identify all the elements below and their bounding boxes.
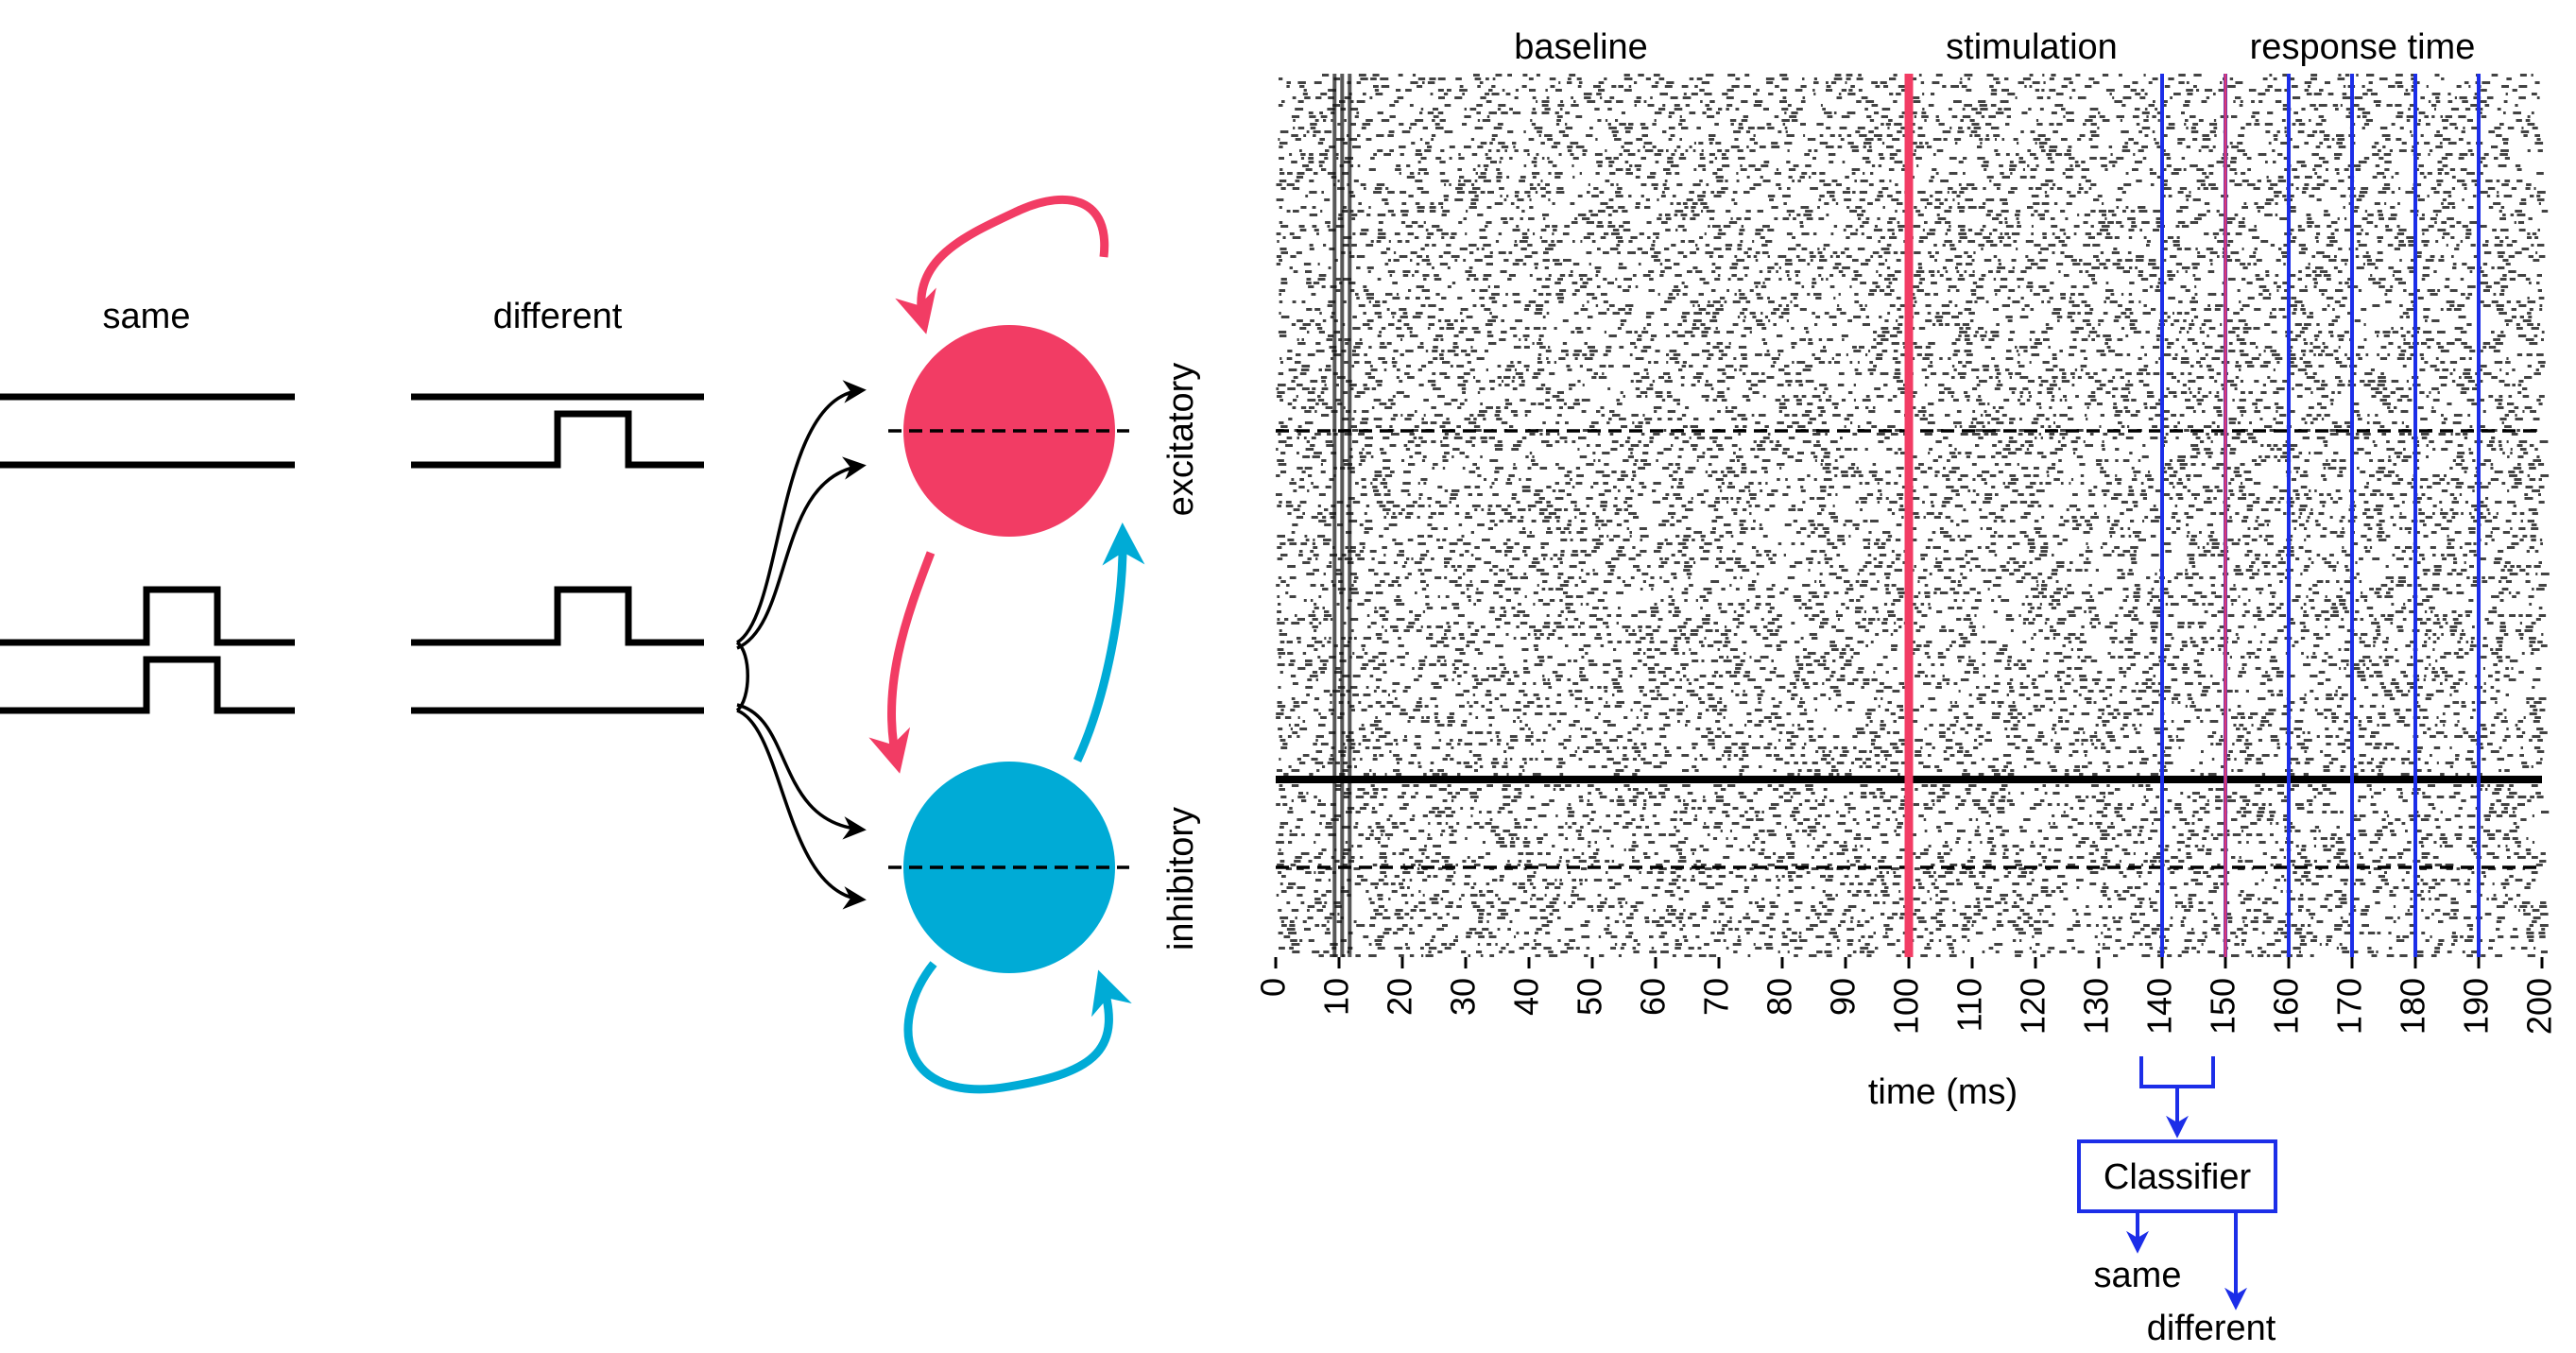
classifier-label: Classifier xyxy=(2104,1157,2252,1197)
x-tick-label: 170 xyxy=(2330,978,2369,1035)
x-tick-label: 190 xyxy=(2457,978,2496,1035)
classifier-readout xyxy=(2077,1056,2476,1310)
same-label: same xyxy=(103,297,191,336)
x-tick-label: 110 xyxy=(1950,978,1989,1032)
x-tick-label: 80 xyxy=(1760,978,1799,1016)
input-patterns: same different xyxy=(0,297,704,714)
excitatory-label: excitatory xyxy=(1161,363,1201,517)
excitatory-to-inhibitory-arrow xyxy=(868,551,936,774)
x-tick-label: 30 xyxy=(1444,978,1483,1016)
x-tick-label: 200 xyxy=(2520,978,2559,1035)
input-arrows xyxy=(735,380,867,910)
excitatory-recurrent-arrow xyxy=(895,195,1109,334)
early-burst-column xyxy=(1340,74,1345,957)
classifier-box xyxy=(2077,1139,2277,1213)
inhibitory-label: inhibitory xyxy=(1161,807,1201,951)
x-tick-label: 150 xyxy=(2204,978,2242,1035)
different-top-pair-line-2 xyxy=(411,410,704,469)
x-tick-label: 120 xyxy=(2014,978,2052,1035)
input-arrow-2 xyxy=(736,456,867,650)
input-fork xyxy=(735,641,749,712)
different-bottom-pair-line-1 xyxy=(411,586,704,646)
x-tick-label: 10 xyxy=(1317,978,1356,1016)
x-tick-label: 70 xyxy=(1697,978,1736,1016)
x-tick-label: 140 xyxy=(2140,978,2179,1035)
x-tick-label: 160 xyxy=(2267,978,2306,1035)
x-axis: 0 10 20 30 40 50 60 70 80 90 100 110 120 130 140 150 160… xyxy=(1254,957,2559,1035)
phase-response-time-label: response time xyxy=(2250,27,2476,67)
early-burst-column xyxy=(1332,74,1337,957)
raster-markers xyxy=(1276,74,2542,957)
inhibitory-recurrent-arrow xyxy=(903,961,1132,1094)
x-tick-label: 50 xyxy=(1571,978,1609,1016)
network: excitatory inhibitory xyxy=(868,195,1201,1094)
x-tick-label: 20 xyxy=(1381,978,1419,1016)
early-burst-column xyxy=(1348,74,1352,957)
classifier-output-same: same xyxy=(2094,1256,2182,1295)
phase-baseline-label: baseline xyxy=(1514,27,1648,67)
classifier-output-different: different xyxy=(2147,1309,2276,1348)
raster-plot: baseline stimulation response time 0 10 20… xyxy=(1254,27,2559,1112)
inhibitory-population xyxy=(903,762,1115,973)
different-label: different xyxy=(493,297,623,336)
phase-stimulation-label: stimulation xyxy=(1946,27,2118,67)
x-tick-label: 130 xyxy=(2077,978,2116,1035)
readout-bracket xyxy=(2139,1056,2215,1088)
excitatory-population xyxy=(903,325,1115,537)
x-tick-label: 100 xyxy=(1887,978,1926,1035)
x-tick-label: 60 xyxy=(1634,978,1673,1016)
same-bottom-pair-line-1 xyxy=(0,586,295,646)
x-tick-label: 90 xyxy=(1824,978,1863,1016)
raster-spikes xyxy=(1276,74,2550,957)
inhibitory-to-excitatory-arrow xyxy=(1073,522,1145,762)
x-tick-label: 0 xyxy=(1254,978,1293,997)
input-arrow-4 xyxy=(736,709,867,910)
same-bottom-pair-line-2 xyxy=(0,656,295,714)
x-tick-label: 180 xyxy=(2394,978,2432,1035)
x-axis-label: time (ms) xyxy=(1868,1072,2018,1112)
x-tick-label: 40 xyxy=(1507,978,1546,1016)
input-arrow-3 xyxy=(736,703,867,840)
input-arrow-1 xyxy=(736,380,867,644)
spike-raster-texture xyxy=(1276,74,2550,957)
